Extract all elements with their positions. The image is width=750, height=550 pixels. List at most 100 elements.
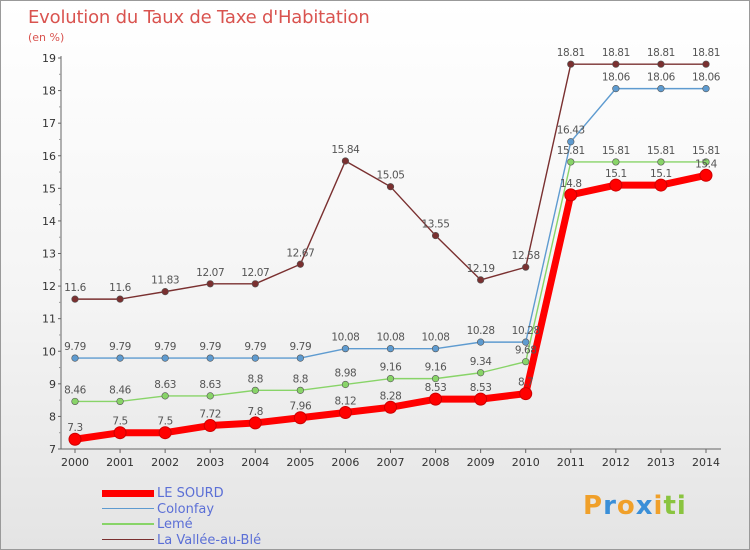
data-label: 7.96 <box>289 401 311 413</box>
x-tick-label: 2008 <box>422 456 450 469</box>
x-tick-label: 2004 <box>241 456 269 469</box>
legend-label: La Vallée-au-Blé <box>157 532 262 548</box>
data-label: 8.46 <box>64 384 86 396</box>
data-label: 8.63 <box>199 379 221 391</box>
x-tick-label: 2000 <box>61 456 89 469</box>
data-point <box>341 345 350 353</box>
data-label: 10.08 <box>376 332 404 344</box>
data-label: 7.72 <box>199 409 221 421</box>
data-label: 8.63 <box>154 379 176 391</box>
data-label: 16.43 <box>557 125 585 137</box>
y-tick-label: 13 <box>42 248 56 261</box>
data-point <box>612 158 620 166</box>
data-point <box>341 157 350 165</box>
y-tick-label: 16 <box>42 150 56 163</box>
data-point <box>113 426 127 440</box>
data-label: 13.55 <box>422 219 450 231</box>
data-point <box>522 338 530 346</box>
data-point <box>654 178 668 192</box>
data-point <box>248 416 262 430</box>
logo-letter: o <box>616 491 636 521</box>
data-label: 10.08 <box>331 332 359 344</box>
data-point <box>702 85 710 93</box>
data-point <box>431 375 440 383</box>
data-point <box>699 168 713 182</box>
data-point <box>293 411 307 425</box>
legend-swatch <box>102 507 154 510</box>
y-tick-label: 11 <box>42 313 56 326</box>
data-labels: 7.3 7.5 7.5 7.72 7.8 7.96 8.12 8.28 8.53 8.53 8.7 1… <box>64 47 721 434</box>
x-tick-label: 2003 <box>196 456 224 469</box>
y-tick-label: 10 <box>42 345 56 358</box>
data-label: 15.1 <box>605 168 627 180</box>
data-point <box>71 397 79 406</box>
legend-swatch <box>102 489 154 497</box>
data-point <box>206 392 214 400</box>
x-tick-label: 2001 <box>106 456 134 469</box>
legend-label: Lemé <box>157 517 193 532</box>
x-tick-label: 2007 <box>377 456 405 469</box>
data-label: 8.53 <box>470 382 492 394</box>
y-tick-label: 14 <box>42 215 56 228</box>
legend-swatch <box>102 538 154 541</box>
data-label: 15.81 <box>647 145 675 157</box>
data-point <box>564 188 578 202</box>
data-point <box>612 60 620 68</box>
data-point <box>429 392 443 406</box>
y-tick-label: 9 <box>49 378 56 391</box>
data-label: 12.07 <box>241 267 269 279</box>
data-point <box>477 276 485 284</box>
data-point <box>71 354 79 362</box>
data-label: 15.81 <box>692 145 720 157</box>
data-label: 9.79 <box>109 341 131 353</box>
data-label: 9.79 <box>154 341 176 353</box>
data-label: 18.06 <box>602 72 631 84</box>
y-tick-label: 8 <box>49 410 56 423</box>
data-label: 8.53 <box>425 382 447 394</box>
data-point <box>657 85 665 93</box>
data-point <box>386 183 395 191</box>
legend-label: Colonfay <box>157 501 215 517</box>
data-label: 8.98 <box>335 367 357 379</box>
chart-subtitle: (en %) <box>28 31 65 44</box>
chart-axes: 7 8 9 10 11 12 13 14 15 16 17 18 19 2000 2001 2002 2003 2… <box>42 52 721 469</box>
data-point <box>341 380 350 389</box>
data-point <box>386 375 395 383</box>
x-tick-label: 2013 <box>647 456 675 469</box>
proxiti-logo: Proxiti <box>583 491 687 521</box>
data-point <box>567 138 575 146</box>
data-point <box>296 260 304 268</box>
data-label: 18.06 <box>692 72 721 84</box>
data-point <box>338 406 352 420</box>
data-label: 14.8 <box>560 178 582 190</box>
x-tick-label: 2009 <box>467 456 495 469</box>
data-label: 18.81 <box>557 47 585 59</box>
data-label: 9.79 <box>64 341 86 353</box>
data-label: 11.83 <box>151 275 179 287</box>
data-point <box>567 158 575 166</box>
data-label: 11.6 <box>64 282 86 294</box>
logo-letter: ti <box>663 491 687 521</box>
logo-letter: x <box>635 491 654 521</box>
data-label: 12.07 <box>196 267 224 279</box>
data-point <box>296 386 304 394</box>
legend-label: LE SOURD <box>157 486 224 501</box>
data-point <box>206 354 214 362</box>
y-tick-label: 7 <box>49 443 56 456</box>
data-point <box>116 397 124 406</box>
data-label: 12.58 <box>512 250 540 262</box>
data-label: 18.06 <box>647 72 676 84</box>
chart-title: Evolution du Taux de Taxe d'Habitation <box>28 7 370 28</box>
data-point <box>203 419 217 433</box>
data-label: 8.8 <box>248 373 264 385</box>
data-point <box>702 158 710 166</box>
data-label: 15.84 <box>331 144 360 156</box>
x-tick-label: 2014 <box>692 456 720 469</box>
data-label: 18.81 <box>602 47 630 59</box>
data-point <box>477 369 485 377</box>
data-label: 10.28 <box>512 325 540 337</box>
data-label: 15.05 <box>376 170 404 182</box>
data-point <box>68 432 82 446</box>
y-tick-label: 17 <box>42 117 56 130</box>
